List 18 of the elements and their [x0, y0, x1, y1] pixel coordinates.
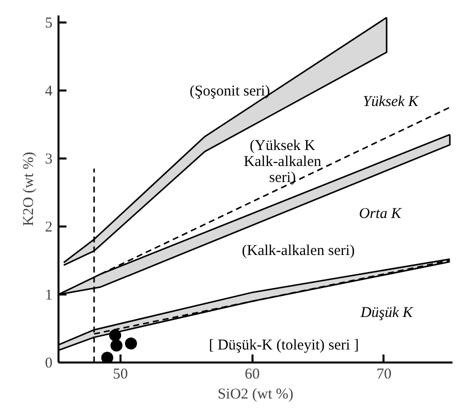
annotation: Düşük K	[360, 304, 414, 321]
annotation: (Kalk-alkalen seri)	[242, 242, 355, 259]
y-axis-title: K2O (wt %)	[21, 152, 37, 226]
y-tick-label: 0	[45, 356, 52, 372]
annotation: [ Düşük-K (toleyit) seri ]	[208, 337, 359, 354]
y-tick-label: 5	[45, 15, 52, 32]
annotation: Orta K	[358, 206, 402, 222]
annotation: Yüksek K	[362, 94, 420, 110]
x-tick-label: 50	[112, 366, 128, 382]
annotation: (Yüksek K Kalk-alkalen seri)	[244, 138, 322, 186]
x-tick-label: 60	[244, 366, 260, 382]
annotation: (Şoşonit seri)	[190, 84, 270, 100]
y-tick-label: 4	[45, 83, 53, 100]
y-tick-label: 1	[45, 287, 52, 304]
x-axis-title: SiO2 (wt %)	[218, 386, 294, 402]
y-tick-label: 3	[45, 151, 52, 168]
x-tick-label: 70	[376, 366, 392, 382]
y-tick-label: 2	[45, 219, 52, 236]
